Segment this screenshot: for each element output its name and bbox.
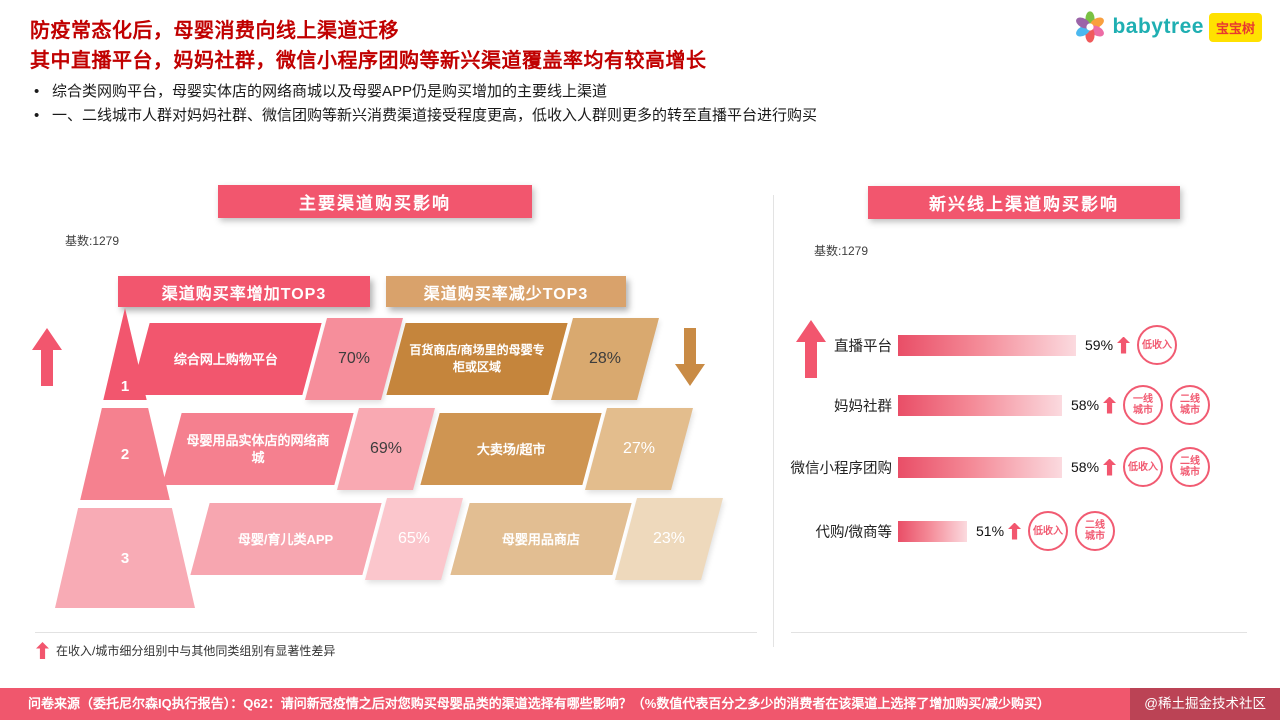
pyramid-band-1: 1: [103, 308, 147, 400]
bar-value: 59%: [1085, 337, 1114, 353]
increase-value-text: 70%: [337, 350, 371, 367]
decrease-value-text: 27%: [622, 440, 656, 457]
significance-footnote: 在收入/城市细分组别中与其他同类组别有显著性差异: [36, 642, 335, 659]
left-panel-title: 主要渠道购买影响: [218, 185, 532, 218]
brand-name: babytree: [1112, 15, 1204, 38]
source-footer: 问卷来源（委托尼尔森IQ执行报告）：Q62：请问新冠疫情之后对您购买母婴品类的渠…: [0, 688, 1280, 720]
bar-row-2: 妈妈社群 58% 一线 城市 二线 城市: [786, 384, 1252, 426]
up-arrow-icon: [1008, 522, 1022, 540]
decrease-channel-value: 23%: [615, 498, 723, 580]
bar: [898, 456, 1062, 478]
bar: [898, 394, 1062, 416]
rank-1: 1: [120, 378, 130, 395]
decrease-top3-header: 渠道购买率减少TOP3: [386, 276, 626, 307]
watermark: @稀土掘金技术社区: [1130, 688, 1280, 720]
decrease-value-text: 23%: [652, 530, 686, 547]
increase-channel-label: 母婴/育儿类APP: [190, 503, 382, 575]
page-title-line2: 其中直播平台，妈妈社群，微信小程序团购等新兴渠道覆盖率均有较高增长: [30, 50, 707, 72]
increase-channel-text: 母婴用品实体店的网络商城: [186, 433, 330, 465]
bar: [898, 334, 1076, 356]
segment-badge: 一线 城市: [1123, 385, 1164, 425]
panel-divider: [773, 195, 774, 647]
right-panel-title: 新兴线上渠道购买影响: [868, 186, 1180, 219]
right-panel-divider: [791, 632, 1247, 633]
decrease-channel-text: 百货商店/商场里的母婴专柜或区域: [409, 343, 545, 374]
header-bullets: 综合类网购平台，母婴实体店的网络商城以及母婴APP仍是购买增加的主要线上渠道 一…: [34, 80, 817, 128]
pyramid-band-3: 3: [55, 508, 195, 608]
up-arrow-icon: [1117, 336, 1131, 354]
up-arrow-icon: [1103, 396, 1117, 414]
bullet-item-2: 一、二线城市人群对妈妈社群、微信团购等新兴消费渠道接受程度更高，低收入人群则更多…: [34, 104, 817, 128]
segment-badge: 低收入: [1123, 447, 1164, 487]
decrease-channel-value: 28%: [551, 318, 659, 400]
segment-badge: 二线 城市: [1170, 385, 1211, 425]
decrease-channel-text: 大卖场/超市: [476, 441, 546, 457]
base-count-right: 基数:1279: [814, 244, 869, 258]
pyramid-band-2: 2: [80, 408, 170, 500]
bar-label: 直播平台: [834, 338, 892, 355]
increase-channel-value: 69%: [337, 408, 435, 490]
decrease-channel-label: 百货商店/商场里的母婴专柜或区域: [386, 323, 568, 395]
decrease-channel-label: 母婴用品商店: [450, 503, 632, 575]
main-channels-panel: 主要渠道购买影响 基数:1279 渠道购买率增加TOP3 渠道购买率减少TOP3…: [30, 180, 762, 660]
base-count-left: 基数:1279: [65, 234, 120, 248]
brand-badge: 宝宝树: [1208, 12, 1262, 42]
decrease-channel-value: 27%: [585, 408, 693, 490]
bar-label: 微信小程序团购: [790, 460, 893, 477]
increase-top3-header: 渠道购买率增加TOP3: [118, 276, 370, 307]
decrease-value-text: 28%: [588, 350, 622, 367]
up-arrow-icon: [36, 642, 49, 659]
segment-badge: 低收入: [1137, 325, 1178, 365]
rank-pyramid: 1 2 3: [55, 308, 195, 608]
decrease-channel-label: 大卖场/超市: [420, 413, 602, 485]
flower-icon: [1076, 11, 1105, 43]
segment-badge: 二线 城市: [1170, 447, 1211, 487]
babytree-logo: babytree 宝宝树: [1073, 10, 1262, 44]
bar-value: 58%: [1071, 459, 1100, 475]
bar-row-4: 代购/微商等 51% 低收入 二线 城市: [786, 510, 1252, 552]
footnote-text: 在收入/城市细分组别中与其他同类组别有显著性差异: [56, 644, 336, 658]
bar: [898, 520, 967, 542]
bar-value: 51%: [976, 523, 1005, 539]
segment-badge: 二线 城市: [1075, 511, 1116, 551]
left-panel-divider: [35, 632, 757, 633]
up-arrow-icon: [1103, 458, 1117, 476]
decrease-channel-text: 母婴用品商店: [501, 531, 580, 547]
rank-3: 3: [120, 549, 130, 567]
source-text: 问卷来源（委托尼尔森IQ执行报告）：Q62：请问新冠疫情之后对您购买母婴品类的渠…: [28, 696, 1050, 711]
bar-value: 58%: [1071, 397, 1100, 413]
emerging-channels-panel: 新兴线上渠道购买影响 基数:1279 直播平台 59% 低收入 妈妈社群 58%…: [786, 180, 1252, 660]
bar-label: 代购/微商等: [815, 524, 892, 541]
bar-label: 妈妈社群: [834, 398, 892, 415]
bar-row-1: 直播平台 59% 低收入: [786, 324, 1252, 366]
bullet-item-1: 综合类网购平台，母婴实体店的网络商城以及母婴APP仍是购买增加的主要线上渠道: [34, 80, 817, 104]
increase-channel-value: 65%: [365, 498, 463, 580]
page-title-line1: 防疫常态化后，母婴消费向线上渠道迁移: [30, 20, 399, 42]
rank-2: 2: [120, 445, 130, 463]
increase-value-text: 65%: [397, 530, 431, 547]
increase-value-text: 69%: [369, 440, 403, 457]
increase-channel-text: 母婴/育儿类APP: [238, 531, 334, 547]
bar-row-3: 微信小程序团购 58% 低收入 二线 城市: [786, 446, 1252, 488]
segment-badge: 低收入: [1028, 511, 1069, 551]
